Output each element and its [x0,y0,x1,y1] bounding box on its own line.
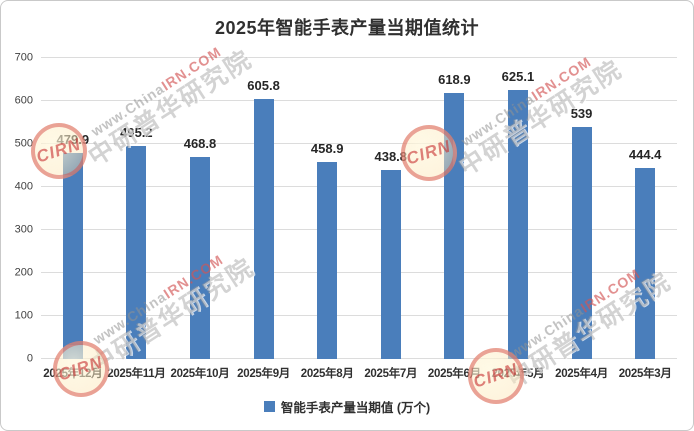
bar [253,98,274,359]
x-axis-label: 2025年4月 [555,368,608,380]
gridline [41,186,677,187]
y-tick-label: 0 [26,352,33,365]
bar-column: 605.8 [232,58,296,359]
bar-column: 479.9 [41,58,105,359]
y-tick-label: 500 [14,137,33,150]
bar-column: 625.1 [486,58,550,359]
x-axis-label: 2025年6月 [427,368,481,380]
bar-value-label: 458.9 [310,140,344,156]
bar [571,127,592,359]
x-axis-labels: 2025年12月 2025年11月 2025年10月 2025年9月 2025年8月 20… [41,365,677,381]
bar-column: 458.9 [295,58,359,359]
bar-column: 495.2 [105,58,169,359]
bar [62,152,83,359]
bar-column: 539 [550,58,614,359]
bar [444,92,465,359]
bar-value-label: 479.9 [56,131,90,147]
bar-value-label: 438.8 [374,149,408,165]
bar [189,157,210,359]
gridline [41,358,677,359]
y-tick-label: 400 [14,180,33,193]
bar-value-label: 444.4 [628,146,662,162]
x-axis-label: 2025年3月 [618,368,672,380]
x-axis-label: 2025年5月 [491,368,545,380]
y-tick-label: 200 [14,266,33,279]
legend-label: 智能手表产量当期值 (万个) [280,401,431,415]
gridline [41,315,677,316]
bar-value-label: 605.8 [247,77,280,93]
bar [635,167,656,359]
bar-value-label: 495.2 [120,125,153,141]
chart-title: 2025年智能手表产量当期值统计 [214,18,480,38]
bar-column: 618.9 [423,58,487,359]
bar-value-label: 618.9 [438,71,471,87]
bar [380,170,401,359]
y-tick-label: 100 [14,309,33,322]
x-axis-label: 2025年7月 [364,368,418,380]
bars-container: 479.9 495.2 468.8 605.8 458.9 438.8 618.9 625.1… [41,58,677,359]
y-tick-label: 600 [14,94,33,107]
x-axis-label: 2025年8月 [300,368,354,380]
gridline [41,100,677,101]
x-axis-label: 2025年10月 [170,368,230,380]
bar-column: 438.8 [359,58,423,359]
plot-area: 0 100 200 300 400 500 600 700 479.9 495.2 468.8 60… [15,52,677,364]
y-tick-label: 300 [14,223,33,236]
bar-value-label: 539 [570,106,593,122]
gridline [41,143,677,144]
gridline [41,57,677,58]
bar-value-label: 468.8 [183,136,217,152]
bar-column: 468.8 [168,58,232,359]
bar [126,146,147,359]
bar-column: 444.4 [613,58,677,359]
legend-swatch [263,401,275,412]
gridline [41,272,677,273]
bar [317,161,338,359]
bar [507,90,528,359]
gridline [41,229,677,230]
x-axis-label: 2025年9月 [237,368,291,380]
x-axis-label: 2025年11月 [107,368,166,380]
bar-value-label: 625.1 [501,69,535,85]
y-tick-label: 700 [14,51,33,64]
legend: 智能手表产量当期值 (万个) [1,397,693,416]
x-axis-label: 2025年12月 [43,368,103,380]
